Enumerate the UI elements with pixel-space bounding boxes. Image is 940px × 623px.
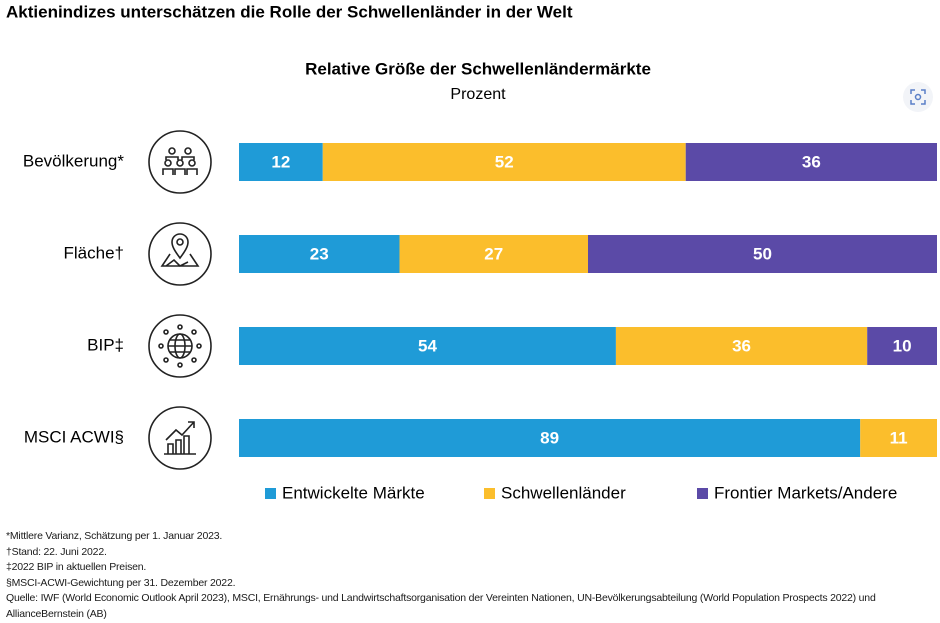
category-label: BIP‡ xyxy=(87,335,124,354)
legend-label: Schwellenländer xyxy=(501,483,626,502)
bar-segment xyxy=(860,419,937,457)
data-label: 11 xyxy=(890,428,908,447)
data-label: 12 xyxy=(271,152,290,171)
footnote: §MSCI-ACWI-Gewichtung per 31. Dezember 2… xyxy=(6,576,236,589)
footnote: †Stand: 22. Juni 2022. xyxy=(6,545,107,558)
footnote: *Mittlere Varianz, Schätzung per 1. Janu… xyxy=(6,530,223,542)
legend-swatch xyxy=(697,488,708,499)
bar-segment xyxy=(239,143,323,181)
category-label: Fläche† xyxy=(64,243,124,262)
data-label: 54 xyxy=(418,336,437,355)
chart-title: Relative Größe der Schwellenländermärkte xyxy=(305,59,651,78)
bar-segment xyxy=(239,327,616,365)
legend-swatch xyxy=(265,488,276,499)
data-label: 52 xyxy=(495,152,514,171)
legend-label: Frontier Markets/Andere xyxy=(714,483,897,502)
data-label: 27 xyxy=(484,244,503,263)
chart-subtitle: Prozent xyxy=(450,86,506,103)
data-label: 50 xyxy=(753,244,772,263)
data-label: 36 xyxy=(732,336,751,355)
data-label: 89 xyxy=(540,428,559,447)
bar-segment xyxy=(399,235,588,273)
footnote: ‡2022 BIP in aktuellen Preisen. xyxy=(6,561,147,574)
category-label: MSCI ACWI§ xyxy=(24,427,124,446)
expand-icon[interactable] xyxy=(903,82,933,112)
bar-segment xyxy=(239,419,861,457)
icons xyxy=(148,130,212,470)
chart: Aktienindizes unterschätzen die Rolle de… xyxy=(6,2,937,502)
people-icon xyxy=(162,147,198,175)
globe-icon xyxy=(158,324,202,368)
footnote: Quelle: IWF (World Economic Outlook Apri… xyxy=(6,592,876,620)
bar-segment xyxy=(239,235,400,273)
legend-label: Entwickelte Märkte xyxy=(282,483,425,502)
data-label: 36 xyxy=(802,152,821,171)
data-label: 23 xyxy=(310,244,329,263)
category-label: Bevölkerung* xyxy=(23,151,125,170)
legend-swatch xyxy=(484,488,495,499)
footnotes: *Mittlere Varianz, Schätzung per 1. Janu… xyxy=(6,529,936,623)
data-label: 10 xyxy=(893,336,912,355)
bar-segment xyxy=(615,327,868,365)
bar-segment xyxy=(685,143,937,181)
bar-segment xyxy=(867,327,937,365)
bar-segment xyxy=(322,143,686,181)
page-title: Aktienindizes unterschätzen die Rolle de… xyxy=(6,2,573,21)
map-icon xyxy=(160,233,200,267)
bar-segment xyxy=(588,235,937,273)
growth-icon xyxy=(164,421,196,455)
